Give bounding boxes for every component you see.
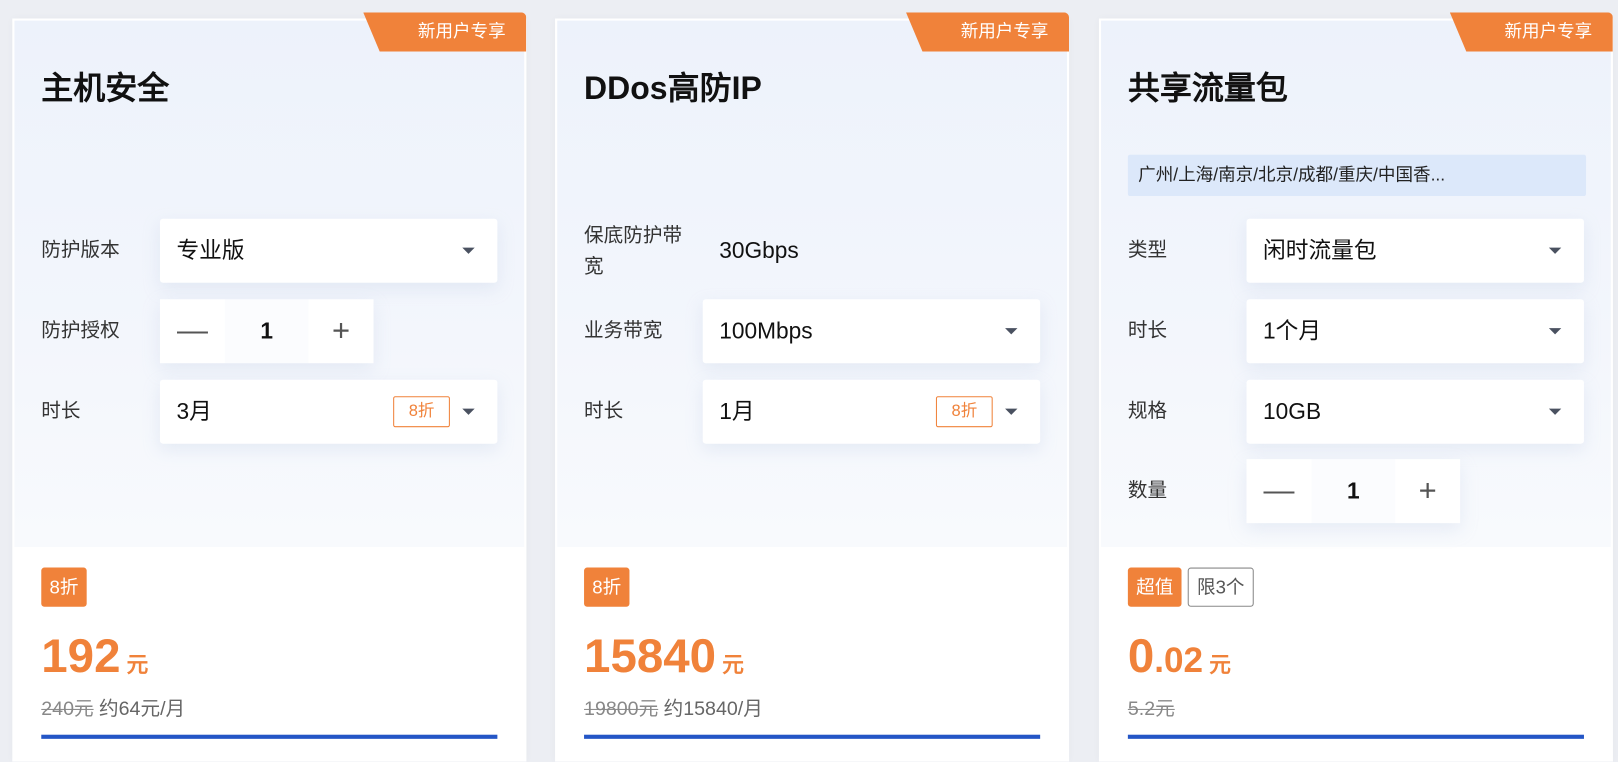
buy-button[interactable] xyxy=(41,734,498,739)
new-user-badge: 新用户专享 xyxy=(1449,12,1613,52)
quantity-stepper: — 1 + xyxy=(1246,459,1461,524)
discount-tag: 8折 xyxy=(393,396,450,428)
region-tag: 广州/上海/南京/北京/成都/重庆/中国香... xyxy=(1127,154,1587,197)
field-label: 业务带宽 xyxy=(584,319,663,342)
original-price: 240元 约64元/月 xyxy=(41,698,186,721)
caret-down-icon xyxy=(1548,247,1562,254)
select-value: 闲时流量包 xyxy=(1263,237,1377,264)
discount-tag: 8折 xyxy=(936,396,993,428)
spec-select[interactable]: 10GB xyxy=(1246,379,1584,444)
field-label: 类型 xyxy=(1127,239,1168,262)
field-label: 规格 xyxy=(1127,400,1168,423)
field-label: 时长 xyxy=(41,400,81,423)
select-value: 1个月 xyxy=(1263,317,1322,344)
plus-button[interactable]: + xyxy=(1395,459,1461,524)
new-user-badge: 新用户专享 xyxy=(363,12,527,52)
card-title: 共享流量包 xyxy=(1127,70,1288,107)
caret-down-icon xyxy=(1005,328,1018,335)
card-title: 主机安全 xyxy=(41,70,170,107)
duration-select[interactable]: 1个月 xyxy=(1246,299,1584,364)
value-tag: 超值 xyxy=(1127,567,1182,607)
select-value: 10GB xyxy=(1263,398,1322,425)
minus-button[interactable]: — xyxy=(159,299,225,364)
product-card-ddos-ip: 新用户专享 DDos高防IP 保底防护带宽 30Gbps 业务带宽 100Mbp… xyxy=(555,12,1070,762)
product-card-host-security: 新用户专享 主机安全 防护版本 专业版 防护授权 — 1 + 时长 3月 8折 8… xyxy=(12,12,527,762)
caret-down-icon xyxy=(1005,408,1018,415)
original-price: 5.2元 xyxy=(1127,698,1175,721)
new-user-badge: 新用户专享 xyxy=(906,12,1070,52)
plus-button[interactable]: + xyxy=(308,299,374,364)
discount-tag: 8折 xyxy=(584,567,630,607)
original-price: 19800元 约15840/月 xyxy=(584,698,763,721)
field-label: 时长 xyxy=(584,400,624,423)
select-value: 100Mbps xyxy=(719,317,813,344)
quantity-value[interactable]: 1 xyxy=(224,299,309,364)
quantity-value[interactable]: 1 xyxy=(1311,459,1396,524)
field-label: 保底防护带宽 xyxy=(584,224,683,278)
field-label: 时长 xyxy=(1127,319,1168,342)
select-value: 3月 xyxy=(176,398,212,425)
discount-tag: 8折 xyxy=(41,567,87,607)
caret-down-icon xyxy=(1548,328,1562,335)
bandwidth-select[interactable]: 100Mbps xyxy=(702,299,1041,364)
field-label: 防护版本 xyxy=(41,239,120,262)
base-bandwidth-value: 30Gbps xyxy=(719,237,799,264)
type-select[interactable]: 闲时流量包 xyxy=(1246,218,1584,283)
field-label: 防护授权 xyxy=(41,319,120,342)
caret-down-icon xyxy=(462,408,475,415)
license-quantity-stepper: — 1 + xyxy=(159,299,374,364)
price: 192 元 xyxy=(41,628,149,683)
limit-tag: 限3个 xyxy=(1187,567,1254,607)
buy-button[interactable] xyxy=(1127,734,1584,739)
protection-version-select[interactable]: 专业版 xyxy=(159,218,498,283)
price: 0.02 元 xyxy=(1127,628,1231,683)
field-label: 数量 xyxy=(1127,479,1168,502)
product-card-shared-traffic: 新用户专享 共享流量包 广州/上海/南京/北京/成都/重庆/中国香... 类型 … xyxy=(1098,12,1613,762)
duration-select[interactable]: 1月 8折 xyxy=(702,379,1041,444)
price: 15840 元 xyxy=(584,628,744,683)
card-title: DDos高防IP xyxy=(584,70,762,107)
buy-button[interactable] xyxy=(584,734,1041,739)
minus-button[interactable]: — xyxy=(1246,459,1312,524)
caret-down-icon xyxy=(462,247,475,254)
select-value: 专业版 xyxy=(176,237,245,264)
duration-select[interactable]: 3月 8折 xyxy=(159,379,498,444)
caret-down-icon xyxy=(1548,408,1562,415)
select-value: 1月 xyxy=(719,398,755,425)
